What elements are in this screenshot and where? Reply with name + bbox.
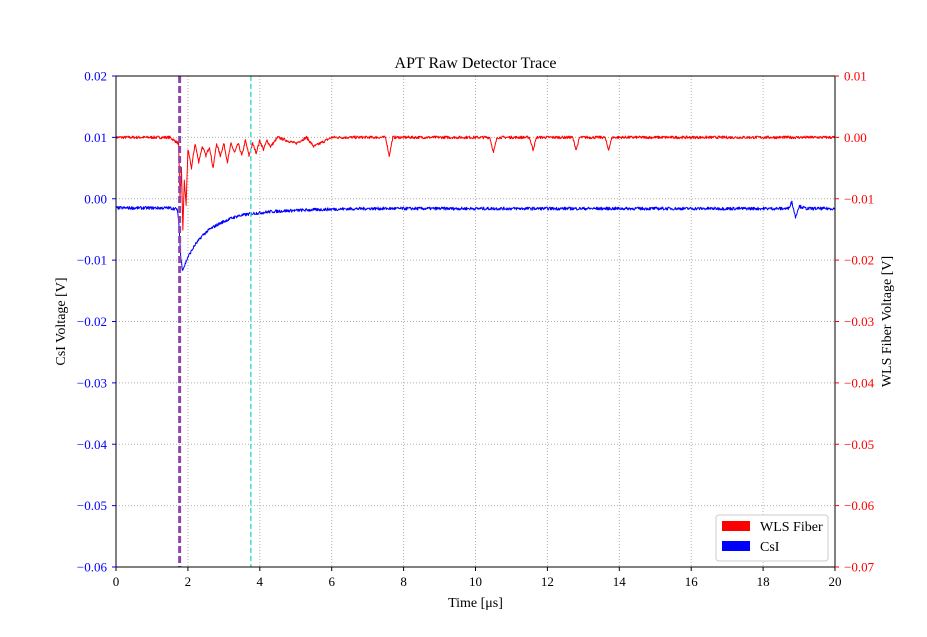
x-tick-label: 12 — [541, 574, 554, 589]
left-tick-label: 0.00 — [84, 191, 107, 206]
legend-label-csi: CsI — [760, 540, 780, 555]
left-tick-label: −0.03 — [77, 375, 107, 390]
left-tick-label: 0.01 — [84, 130, 107, 145]
left-axis-label: CsI Voltage [V] — [54, 277, 69, 365]
x-tick-label: 2 — [185, 574, 192, 589]
x-tick-label: 10 — [469, 574, 482, 589]
left-tick-label: −0.05 — [77, 498, 107, 513]
series-layer — [115, 135, 836, 271]
legend-swatch-wls — [722, 521, 750, 531]
legend-swatch-csi — [722, 541, 750, 551]
left-tick-label: −0.01 — [77, 253, 107, 268]
left-axis-ticks: 0.02 0.01 0.00 −0.01 −0.02 −0.03 −0.04 −0.05 −0.… — [77, 69, 116, 575]
x-tick-label: 8 — [400, 574, 407, 589]
right-axis-label: WLS Fiber Voltage [V] — [880, 256, 895, 387]
x-tick-label: 16 — [685, 574, 699, 589]
x-tick-label: 14 — [613, 574, 627, 589]
legend: WLS Fiber CsI — [715, 514, 829, 562]
x-tick-label: 18 — [757, 574, 770, 589]
right-tick-label: −0.04 — [844, 375, 875, 390]
left-tick-label: −0.04 — [77, 437, 108, 452]
right-tick-label: −0.06 — [844, 498, 875, 513]
right-axis-ticks: 0.01 0.00 −0.01 −0.02 −0.03 −0.04 −0.05 −0.06 −0… — [835, 69, 875, 575]
right-tick-label: −0.05 — [844, 437, 874, 452]
legend-label-wls: WLS Fiber — [760, 520, 823, 535]
right-tick-label: 0.01 — [844, 69, 867, 84]
marker-layer — [178, 76, 252, 567]
chart-title: APT Raw Detector Trace — [395, 55, 557, 72]
right-tick-label: −0.07 — [844, 560, 875, 575]
left-tick-label: −0.06 — [77, 560, 108, 575]
x-tick-label: 20 — [829, 574, 842, 589]
x-tick-label: 4 — [257, 574, 264, 589]
left-tick-label: −0.02 — [77, 314, 107, 329]
right-tick-label: −0.02 — [844, 253, 874, 268]
x-tick-label: 6 — [328, 574, 335, 589]
right-tick-label: 0.00 — [844, 130, 867, 145]
series-line-wls — [115, 135, 836, 231]
left-tick-label: 0.02 — [84, 69, 107, 84]
series-line-csi — [115, 200, 836, 271]
right-tick-label: −0.01 — [844, 191, 874, 206]
x-axis-label: Time [μs] — [448, 596, 503, 611]
x-tick-label: 0 — [113, 574, 120, 589]
right-tick-label: −0.03 — [844, 314, 874, 329]
x-axis-ticks: 0 2 4 6 8 10 12 14 16 18 20 — [113, 567, 842, 589]
